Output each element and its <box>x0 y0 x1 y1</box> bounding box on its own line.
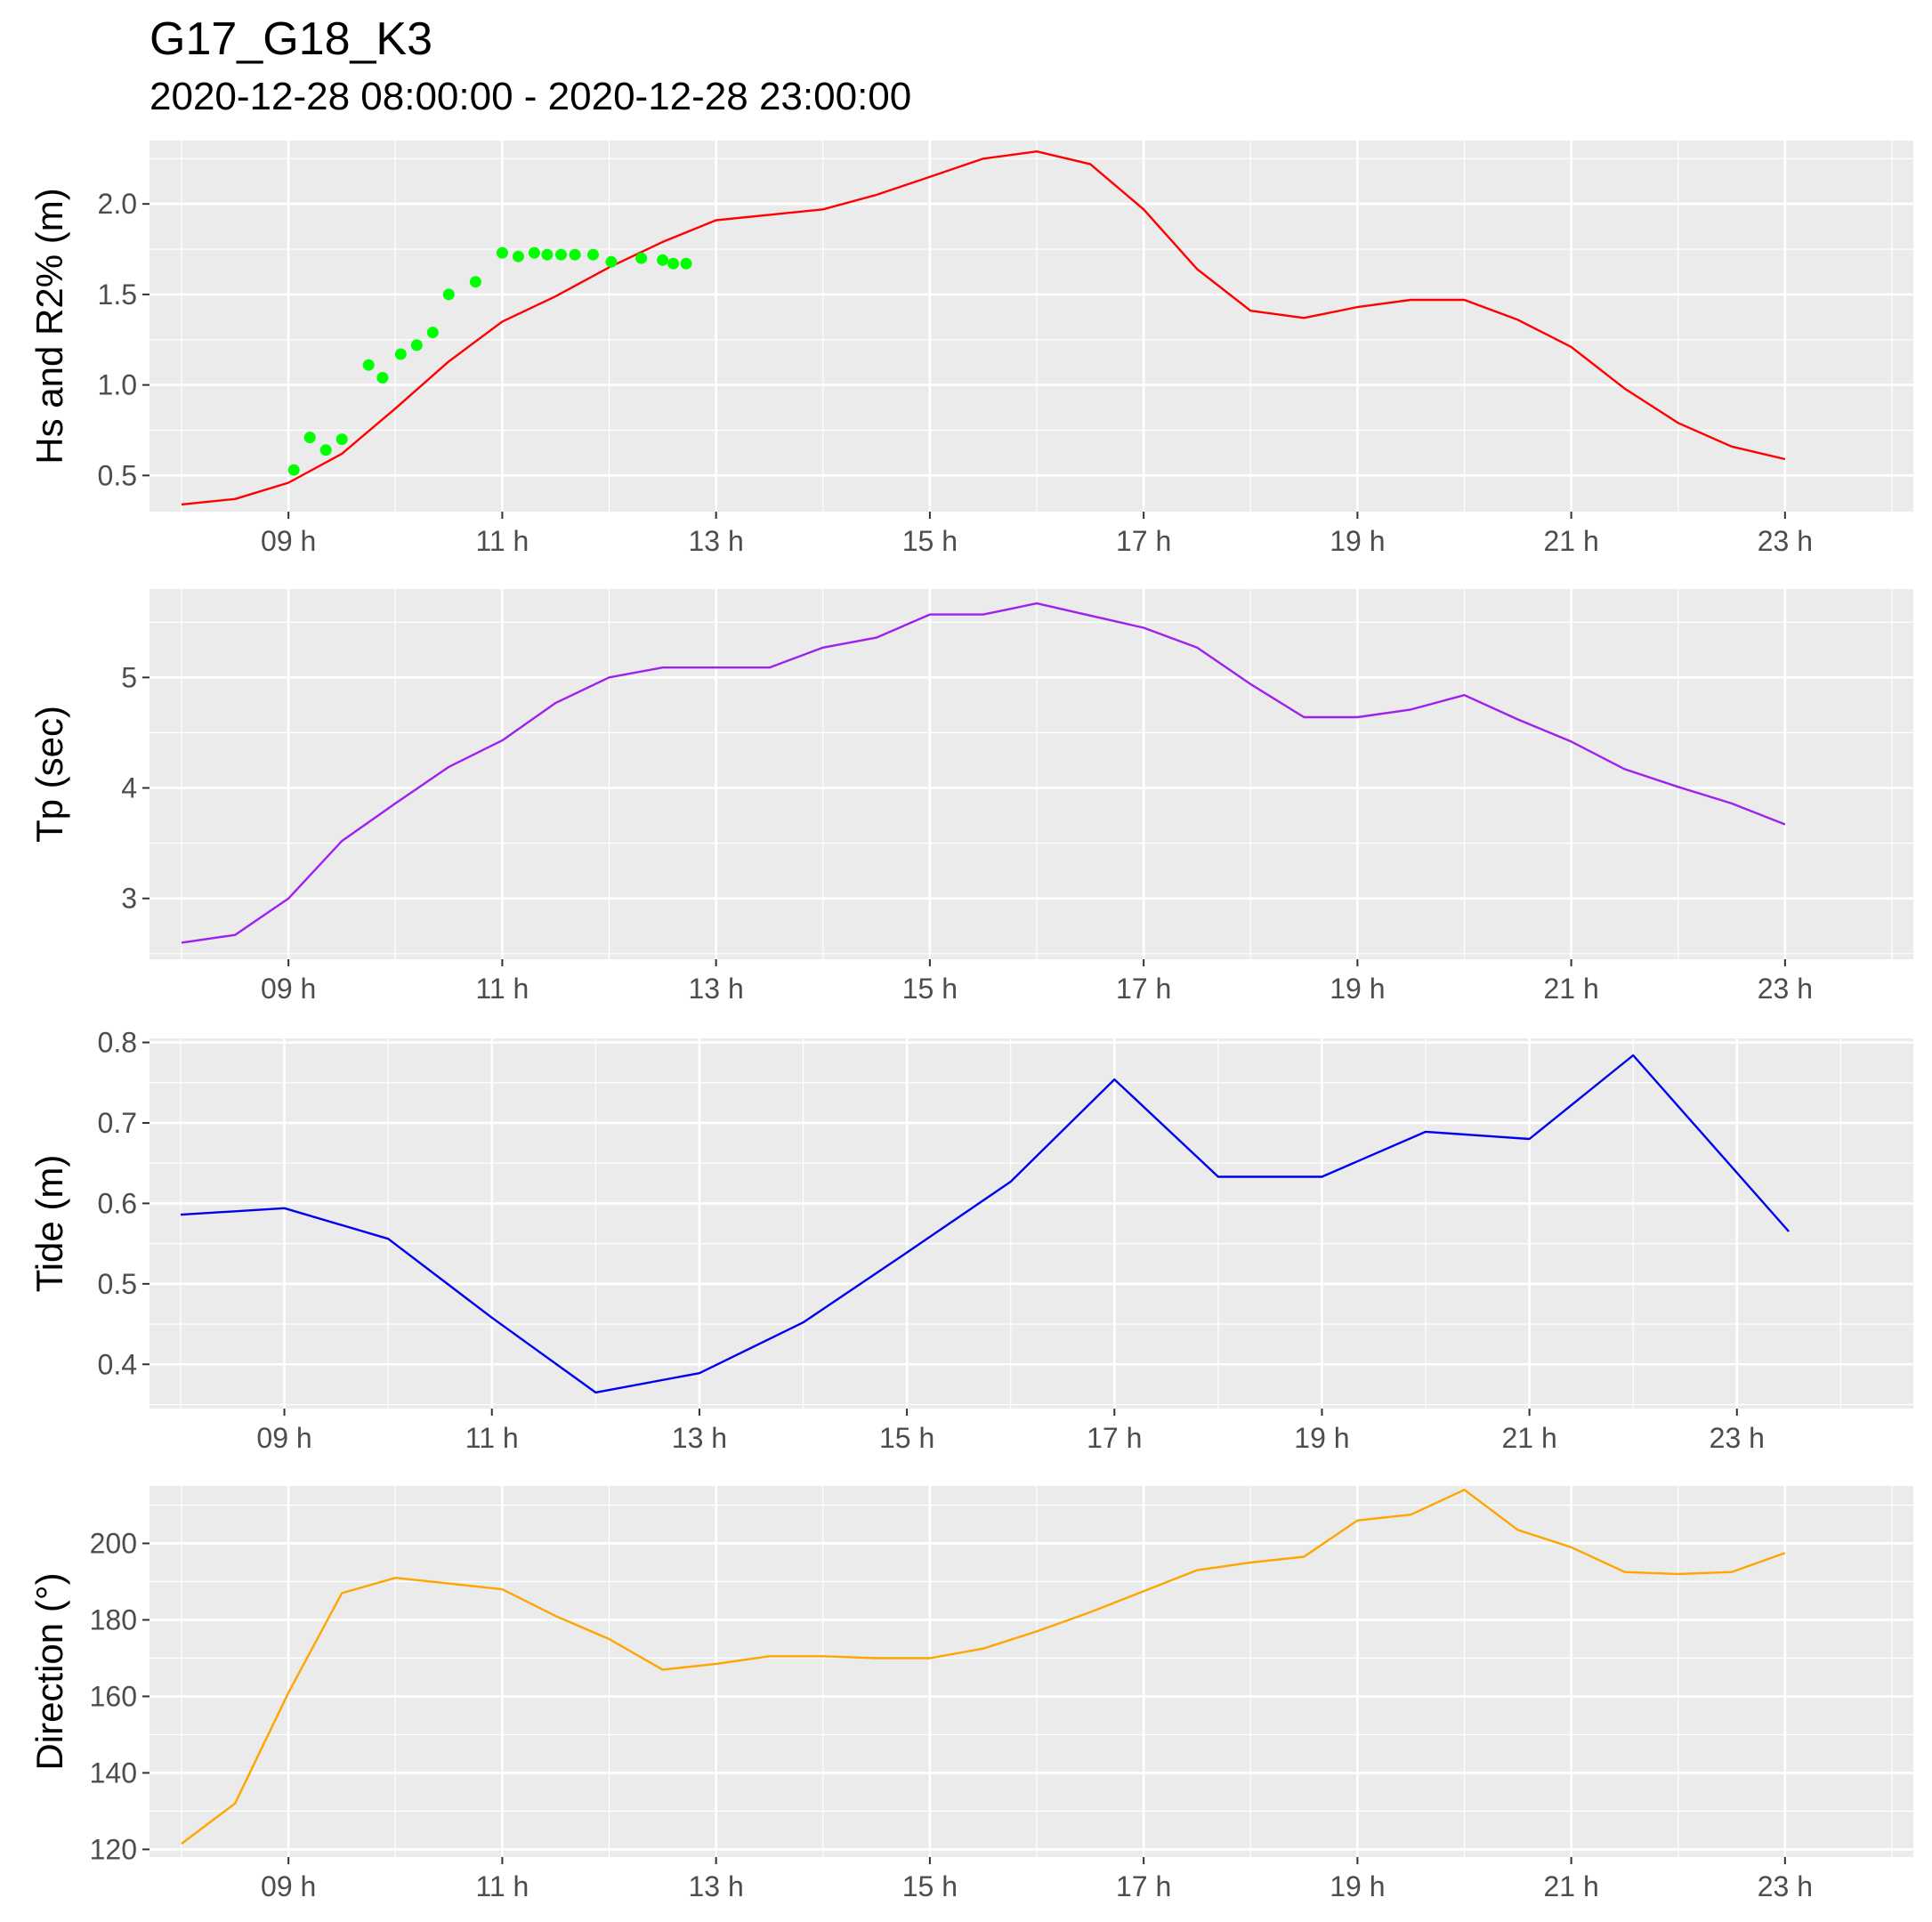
series-line-tp <box>181 602 1786 944</box>
y-tick-label: 1.5 <box>98 279 137 311</box>
x-tick-label: 15 h <box>879 1422 934 1454</box>
x-tick-label: 09 h <box>256 1422 311 1454</box>
x-tick-label: 15 h <box>902 973 958 1005</box>
scatter-point-r2 <box>362 359 375 371</box>
y-axis-title-tide: Tide (m) <box>28 1155 70 1293</box>
x-tick-label: 17 h <box>1116 1870 1171 1902</box>
y-tick-label: 140 <box>90 1756 137 1789</box>
y-tick-label: 0.4 <box>98 1348 137 1380</box>
scatter-point-r2 <box>394 348 407 360</box>
scatter-point-r2 <box>376 372 389 384</box>
scatter-point-r2 <box>680 257 692 270</box>
chart-subtitle: 2020-12-28 08:00:00 - 2020-12-28 23:00:0… <box>150 75 912 118</box>
x-tick-label: 15 h <box>902 525 958 557</box>
scatter-point-r2 <box>287 464 300 476</box>
x-tick-label: 11 h <box>475 525 529 557</box>
x-tick-label: 13 h <box>689 973 744 1005</box>
series-line-direction <box>181 1489 1786 1845</box>
x-tick-label: 09 h <box>261 1870 316 1902</box>
x-tick-label: 17 h <box>1087 1422 1142 1454</box>
scatter-point-r2 <box>635 252 648 264</box>
y-tick-label: 0.5 <box>98 1268 137 1300</box>
scatter-point-r2 <box>469 276 481 288</box>
x-tick-label: 19 h <box>1294 1422 1349 1454</box>
x-tick-label: 23 h <box>1758 973 1813 1005</box>
x-tick-label: 21 h <box>1543 973 1598 1005</box>
scatter-point-r2 <box>442 288 455 301</box>
scatter-point-r2 <box>426 327 439 339</box>
y-tick-label: 200 <box>90 1527 137 1559</box>
x-tick-label: 19 h <box>1330 973 1385 1005</box>
scatter-point-r2 <box>587 248 599 261</box>
panel-background-direction <box>150 1486 1913 1857</box>
scatter-point-r2 <box>319 444 332 456</box>
x-tick-label: 17 h <box>1116 525 1171 557</box>
x-tick-label: 11 h <box>475 973 529 1005</box>
x-tick-label: 17 h <box>1116 973 1171 1005</box>
y-tick-label: 180 <box>90 1603 137 1635</box>
y-tick-label: 0.8 <box>98 1027 137 1059</box>
scatter-point-r2 <box>667 257 680 270</box>
x-tick-label: 23 h <box>1758 1870 1813 1902</box>
x-tick-label: 09 h <box>261 525 316 557</box>
series-line-hs <box>181 149 1786 506</box>
y-tick-label: 3 <box>121 883 137 915</box>
x-tick-label: 13 h <box>689 525 744 557</box>
x-tick-label: 13 h <box>689 1870 744 1902</box>
panel-background-tide <box>150 1038 1913 1409</box>
x-tick-label: 23 h <box>1758 525 1813 557</box>
y-tick-label: 120 <box>90 1833 137 1865</box>
y-tick-label: 0.5 <box>98 459 137 491</box>
scatter-point-r2 <box>541 248 554 261</box>
x-tick-label: 19 h <box>1330 525 1385 557</box>
panel-background-tp <box>150 589 1913 959</box>
scatter-point-r2 <box>569 248 581 261</box>
y-tick-label: 0.7 <box>98 1107 137 1139</box>
y-tick-label: 0.6 <box>98 1187 137 1219</box>
series-line-tide <box>180 1054 1790 1394</box>
x-tick-label: 11 h <box>465 1422 519 1454</box>
y-tick-label: 2.0 <box>98 188 137 220</box>
scatter-point-r2 <box>496 246 508 259</box>
y-tick-label: 160 <box>90 1680 137 1712</box>
y-tick-label: 1.0 <box>98 369 137 401</box>
scatter-point-r2 <box>512 250 524 262</box>
scatter-point-r2 <box>335 433 348 446</box>
x-tick-label: 15 h <box>902 1870 958 1902</box>
scatter-point-r2 <box>555 248 567 261</box>
y-tick-label: 4 <box>121 772 137 804</box>
x-tick-label: 21 h <box>1501 1422 1556 1454</box>
y-tick-label: 5 <box>121 661 137 693</box>
chart-title: G17_G18_K3 <box>150 13 433 65</box>
panel-background-hs <box>150 141 1913 512</box>
x-tick-label: 21 h <box>1543 525 1598 557</box>
scatter-point-r2 <box>657 254 669 266</box>
x-tick-label: 21 h <box>1543 1870 1598 1902</box>
y-axis-title-direction: Direction (°) <box>28 1572 70 1770</box>
x-tick-label: 13 h <box>672 1422 727 1454</box>
x-tick-label: 23 h <box>1710 1422 1765 1454</box>
x-tick-label: 19 h <box>1330 1870 1385 1902</box>
y-axis-title-hs: Hs and R2% (m) <box>28 188 70 464</box>
scatter-point-r2 <box>528 246 540 259</box>
y-axis-title-tp: Tp (sec) <box>28 706 70 843</box>
scatter-point-r2 <box>303 432 316 444</box>
scatter-point-r2 <box>410 339 423 351</box>
x-tick-label: 11 h <box>475 1870 529 1902</box>
scatter-point-r2 <box>605 255 618 268</box>
x-tick-label: 09 h <box>261 973 316 1005</box>
